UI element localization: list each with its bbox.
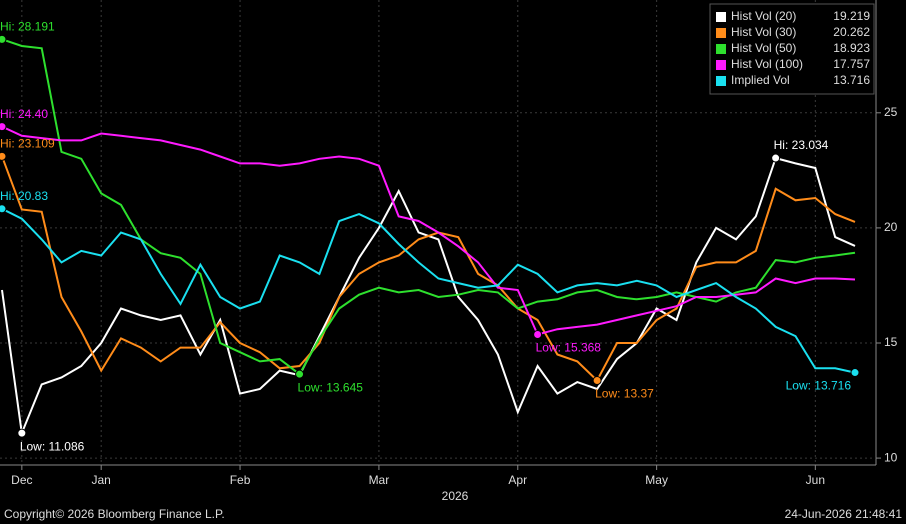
legend-label: Hist Vol (100) <box>731 57 803 71</box>
extreme-label: Low: 13.645 <box>298 380 364 394</box>
extreme-label: Low: 13.716 <box>786 379 852 393</box>
legend-label: Hist Vol (20) <box>731 9 796 23</box>
x-axis-label: 2026 <box>442 489 469 503</box>
extreme-label: Low: 13.37 <box>595 387 654 401</box>
extreme-marker <box>17 428 27 438</box>
legend-swatch <box>716 76 726 86</box>
legend-swatch <box>716 28 726 38</box>
copyright: Copyright© 2026 Bloomberg Finance L.P. <box>4 507 225 521</box>
extreme-marker <box>533 330 543 340</box>
legend-swatch <box>716 12 726 22</box>
y-tick-label: 10 <box>884 450 898 464</box>
y-tick-label: 20 <box>884 220 898 234</box>
x-tick-label: Jun <box>806 473 825 487</box>
legend-value: 19.219 <box>833 9 870 23</box>
legend-swatch <box>716 44 726 54</box>
extreme-marker <box>771 153 781 163</box>
extreme-label: Hi: 28.191 <box>0 20 55 34</box>
series-line <box>1 155 856 383</box>
x-tick-label: Mar <box>369 473 390 487</box>
x-tick-label: Dec <box>11 473 32 487</box>
legend-label: Implied Vol <box>731 73 790 87</box>
extreme-marker <box>592 376 602 386</box>
legend-box <box>709 3 875 95</box>
x-tick-label: May <box>645 473 668 487</box>
extreme-marker <box>0 122 7 132</box>
x-tick-label: Feb <box>230 473 251 487</box>
legend-value: 18.923 <box>833 41 870 55</box>
y-tick-label: 25 <box>884 105 898 119</box>
legend-swatch <box>716 60 726 70</box>
extreme-label: Hi: 24.40 <box>0 107 48 121</box>
legend-value: 13.716 <box>833 73 870 87</box>
series-line <box>1 207 856 374</box>
legend-label: Hist Vol (50) <box>731 41 796 55</box>
legend-label: Hist Vol (30) <box>731 25 796 39</box>
extreme-label: Hi: 20.83 <box>0 189 48 203</box>
series-line <box>1 125 856 336</box>
extreme-label: Low: 11.086 <box>20 439 85 453</box>
timestamp: 24-Jun-2026 21:48:41 <box>785 507 903 521</box>
extreme-label: Low: 15.368 <box>536 341 602 355</box>
extreme-marker <box>0 204 7 214</box>
extreme-label: Hi: 23.109 <box>0 136 55 150</box>
extreme-marker <box>0 151 7 161</box>
legend: Hist Vol (20) 19.219 Hist Vol (30) 20.262 Hi… <box>709 3 875 95</box>
x-tick-label: Jan <box>92 473 111 487</box>
extreme-marker <box>850 368 860 378</box>
plot <box>0 0 876 465</box>
legend-value: 17.757 <box>833 57 870 71</box>
legend-value: 20.262 <box>833 25 870 39</box>
x-tick-label: Apr <box>508 473 527 487</box>
series-line <box>1 38 856 376</box>
extreme-label: Hi: 23.034 <box>774 138 829 152</box>
y-tick-label: 15 <box>884 335 898 349</box>
extreme-marker <box>295 369 305 379</box>
extreme-marker <box>0 34 7 44</box>
